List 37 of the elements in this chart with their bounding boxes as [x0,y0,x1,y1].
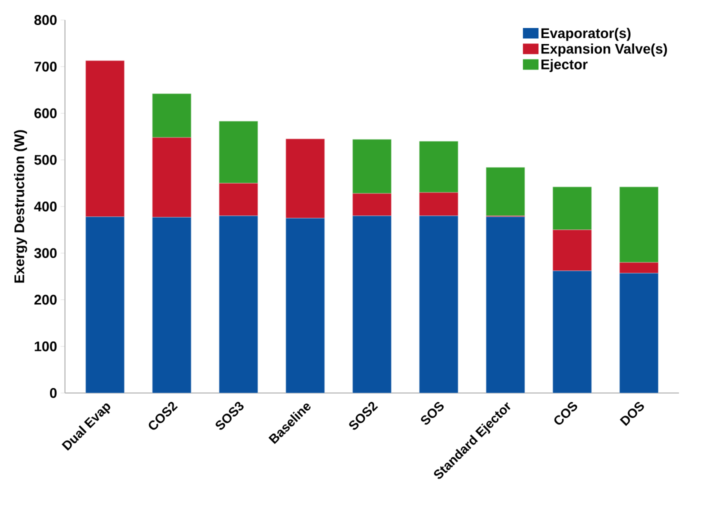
bar [352,139,392,194]
bar [552,230,592,271]
bar [218,121,258,184]
y-tick-label: 200 [34,294,57,305]
legend-label: Ejector [541,59,588,72]
bar [152,94,192,138]
bar [552,186,592,230]
bar [152,217,192,393]
bar [619,273,658,393]
bar [286,138,325,218]
bar [286,218,325,393]
y-tick-label: 100 [34,341,57,352]
bar [619,262,658,274]
bar [218,216,258,393]
bar [419,192,458,216]
bar [85,216,125,393]
bar [486,167,525,216]
y-axis-title: Exergy Destruction (W) [14,130,28,283]
y-tick-label: 500 [34,154,57,165]
legend-label: Expansion Valve(s) [541,44,667,56]
bar [152,137,192,218]
legend-label: Evaporator(s) [541,28,630,41]
bar [352,216,392,393]
bar [619,186,658,263]
y-tick-label: 400 [34,202,57,212]
bar [85,60,125,217]
y-tick-label: 700 [34,62,57,72]
bar [352,193,392,216]
bar [419,216,458,393]
y-tick-label: 800 [34,15,57,25]
bar [218,183,258,216]
bar [419,141,458,193]
bar [486,216,525,393]
y-tick-label: 600 [34,108,57,118]
y-tick-label: 0 [50,388,57,398]
y-tick-label: 300 [34,248,57,258]
bar [552,270,592,393]
